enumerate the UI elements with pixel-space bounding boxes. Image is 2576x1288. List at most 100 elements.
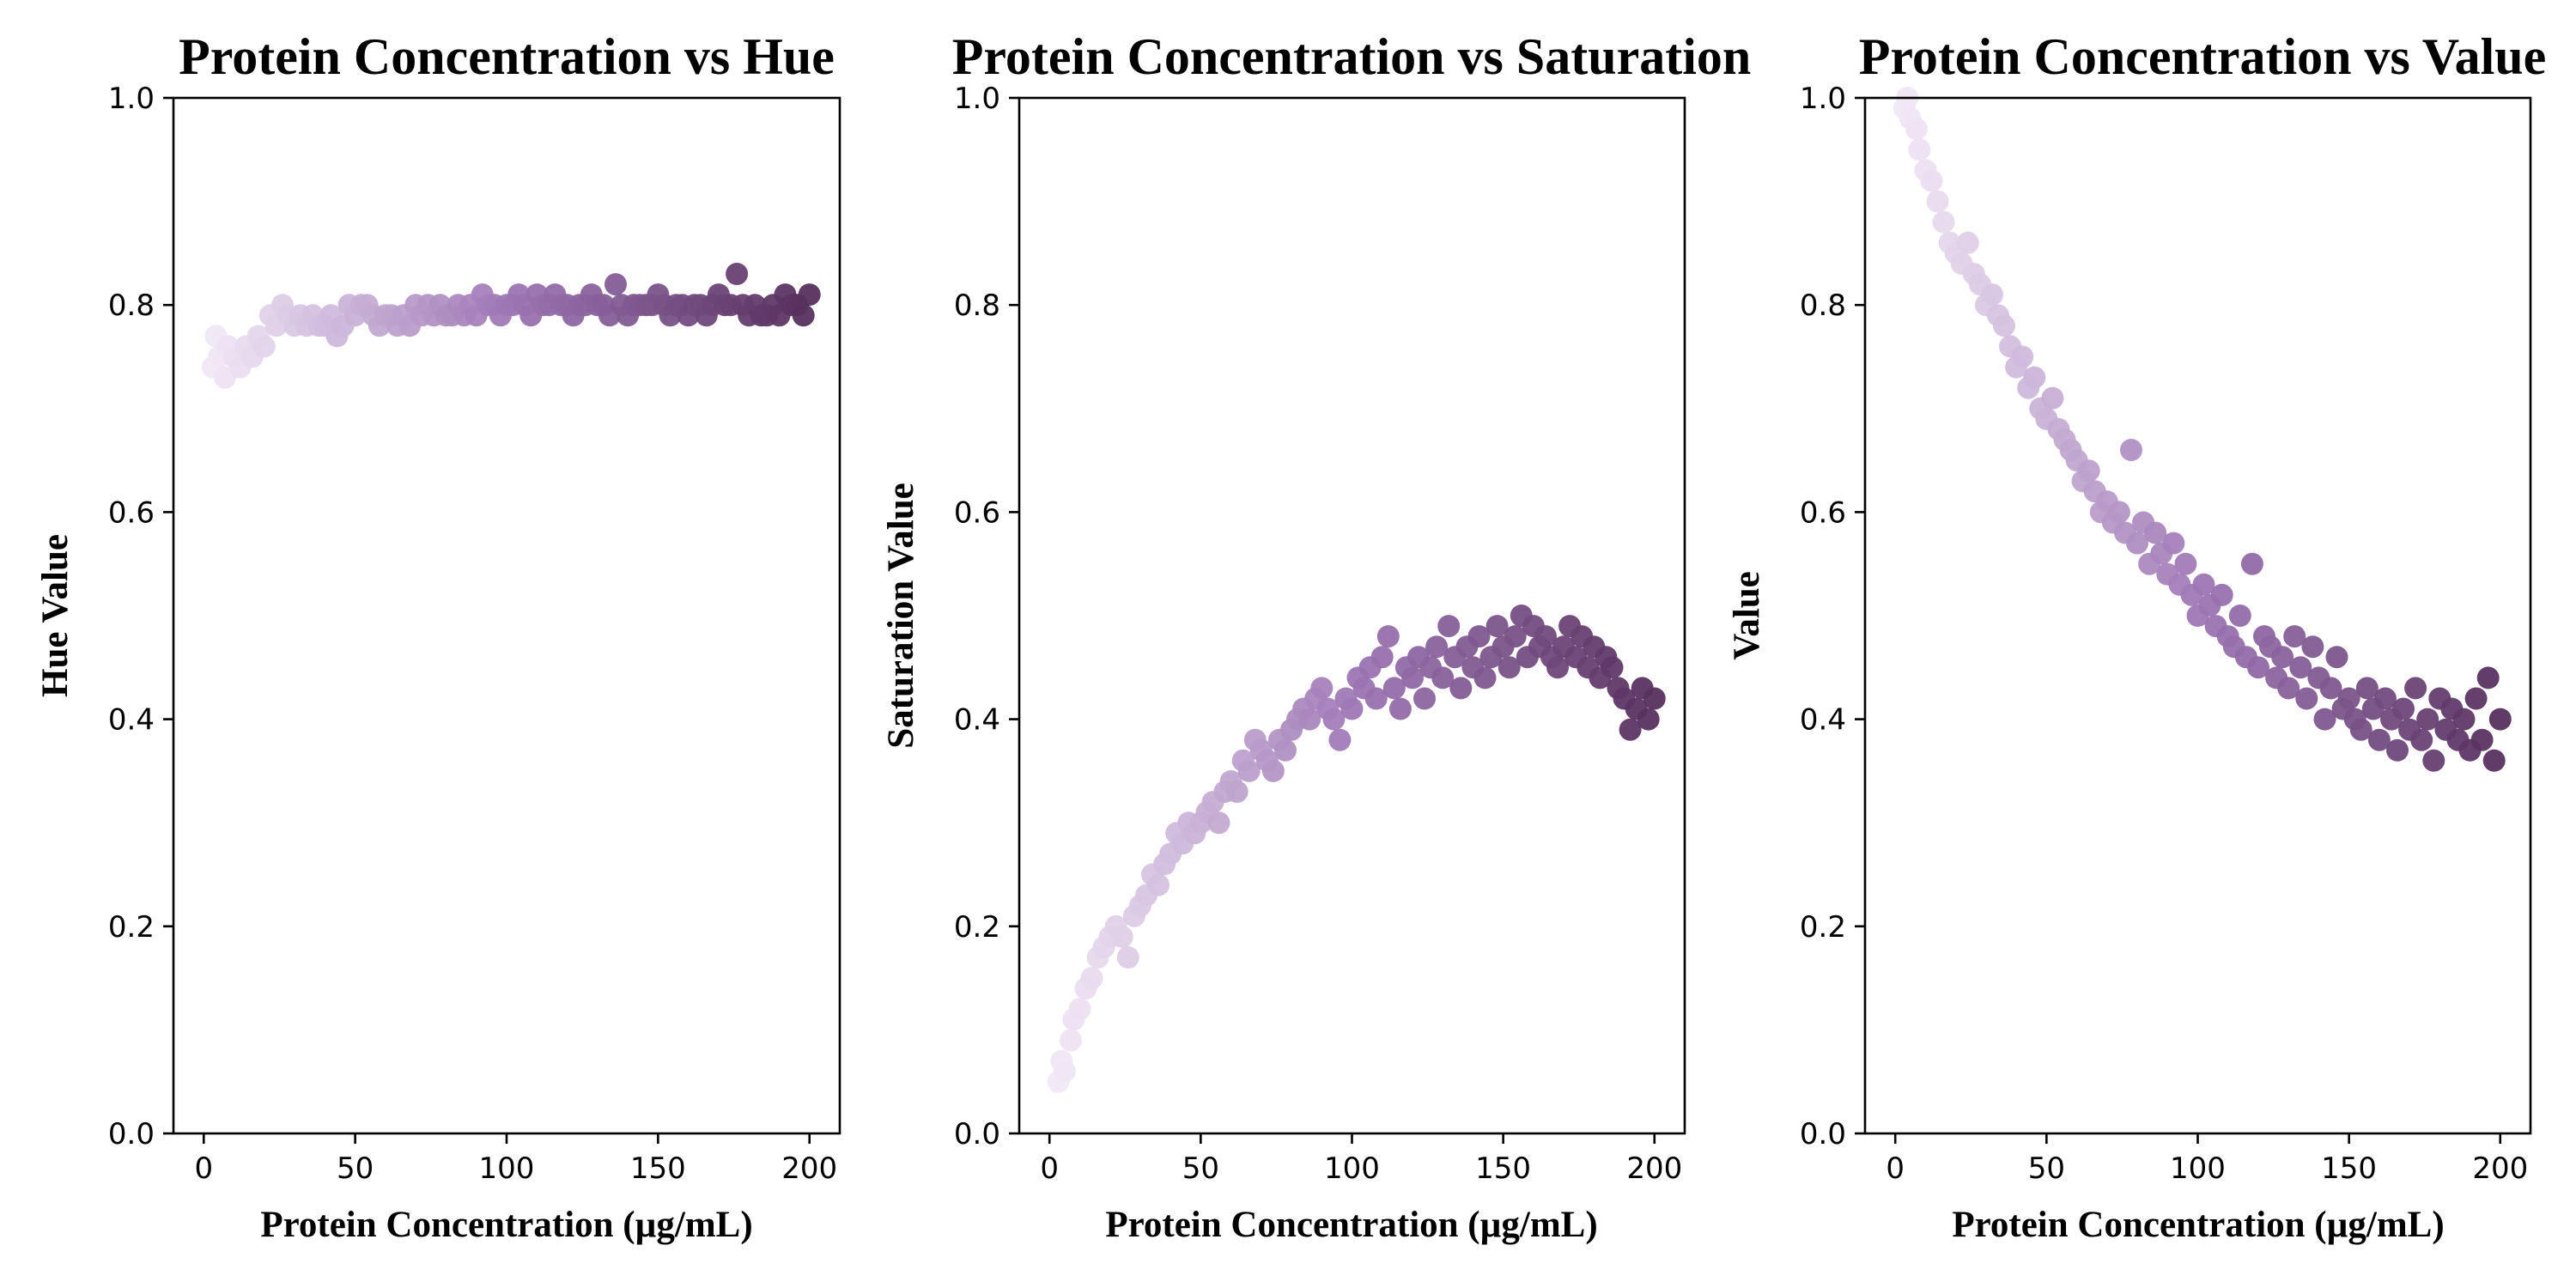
y-tick-label-saturation-3: 0.6: [954, 495, 1000, 530]
y-tick-label-saturation-0: 0.0: [954, 1117, 1000, 1151]
y-axis-label-hue: Hue Value: [35, 534, 76, 697]
data-point-saturation-60: [1401, 666, 1424, 690]
data-point-saturation-39: [1274, 738, 1297, 762]
data-point-value-12: [1956, 231, 1979, 254]
x-tick-label-value-4: 200: [2472, 1151, 2528, 1186]
data-point-value-37: [2107, 501, 2130, 524]
data-point-value-72: [2319, 677, 2342, 700]
data-point-value-39: [2120, 439, 2142, 461]
data-point-saturation-93: [1601, 656, 1624, 679]
data-point-value-48: [2174, 552, 2197, 575]
x-axis-label-hue: Protein Concentration (µg/mL): [260, 1205, 752, 1245]
y-tick-label-hue-5: 1.0: [108, 82, 155, 116]
data-point-value-7: [1926, 190, 1949, 213]
data-point-saturation-57: [1382, 677, 1406, 700]
panel-hue: Protein Concentration vs Hue 0.00.20.40.…: [35, 28, 841, 1245]
x-tick-label-hue-4: 200: [781, 1151, 837, 1186]
data-point-value-78: [2355, 677, 2379, 700]
y-tick-label-saturation-4: 0.8: [954, 289, 1000, 323]
data-point-value-21: [2011, 345, 2034, 368]
data-point-saturation-62: [1413, 687, 1436, 710]
data-point-saturation-18: [1147, 873, 1170, 896]
data-point-value-46: [2162, 532, 2185, 555]
y-axis-label-saturation: Saturation Value: [881, 483, 921, 748]
data-point-value-94: [2452, 708, 2476, 731]
data-point-value-57: [2228, 605, 2251, 627]
data-point-value-54: [2210, 583, 2233, 606]
data-point-saturation-58: [1388, 697, 1412, 720]
data-point-saturation-100: [1643, 687, 1666, 710]
y-tick-label-hue-0: 0.0: [108, 1117, 155, 1151]
data-point-saturation-2: [1053, 1060, 1076, 1083]
y-tick-label-value-5: 1.0: [1800, 82, 1846, 116]
x-tick-label-value-1: 50: [2028, 1151, 2065, 1186]
x-tick-label-hue-2: 100: [479, 1151, 535, 1186]
data-point-value-75: [2337, 687, 2360, 710]
data-point-hue-99: [792, 304, 815, 327]
data-point-saturation-72: [1473, 666, 1497, 690]
data-point-value-96: [2464, 687, 2488, 710]
data-point-saturation-96: [1619, 718, 1642, 741]
y-axis-hue: 0.0 0.2 0.4 0.6 0.8 1.0: [108, 82, 173, 1151]
data-point-value-100: [2488, 708, 2512, 731]
data-point-value-67: [2289, 656, 2312, 679]
data-point-value-8: [1932, 210, 1955, 234]
data-point-value-86: [2404, 677, 2427, 700]
data-point-saturation-7: [1080, 967, 1103, 990]
panel-value: Protein Concentration vs Value 0.0 0.2 0.4…: [1727, 28, 2546, 1245]
y-tick-label-hue-3: 0.6: [108, 495, 155, 530]
x-tick-label-saturation-0: 0: [1040, 1151, 1059, 1186]
x-tick-label-saturation-3: 150: [1475, 1151, 1531, 1186]
data-point-value-77: [2349, 718, 2372, 741]
data-point-value-59: [2240, 552, 2263, 575]
y-axis-label-value: Value: [1727, 571, 1767, 660]
y-tick-label-saturation-1: 0.2: [954, 910, 1000, 945]
data-point-value-43: [2144, 521, 2167, 544]
data-point-hue-10: [252, 335, 276, 358]
data-point-saturation-28: [1207, 811, 1230, 835]
data-point-saturation-47: [1322, 708, 1346, 731]
data-point-saturation-66: [1437, 615, 1461, 638]
chart-title-value: Protein Concentration vs Value: [1859, 28, 2547, 85]
data-point-value-32: [2077, 459, 2100, 483]
data-point-value-84: [2392, 697, 2415, 720]
x-axis-label-value: Protein Concentration (µg/mL): [1952, 1205, 2444, 1245]
data-point-saturation-65: [1431, 666, 1455, 690]
data-point-value-26: [2041, 386, 2064, 410]
data-point-saturation-50: [1340, 697, 1364, 720]
x-tick-label-hue-3: 150: [630, 1151, 686, 1186]
data-point-saturation-56: [1376, 625, 1400, 648]
data-point-value-68: [2295, 687, 2318, 710]
data-point-hue-68: [605, 273, 627, 296]
data-point-saturation-48: [1328, 728, 1352, 751]
data-point-value-40: [2126, 532, 2148, 555]
data-point-saturation-13: [1116, 946, 1139, 969]
data-point-saturation-64: [1425, 635, 1449, 659]
data-point-saturation-55: [1370, 646, 1394, 669]
data-point-saturation-54: [1364, 687, 1388, 710]
data-point-value-69: [2301, 635, 2324, 659]
y-axis-value: 0.0 0.2 0.4 0.6 0.8 1.0: [1800, 82, 1865, 1151]
data-point-saturation-43: [1298, 708, 1321, 731]
y-tick-label-value-2: 0.4: [1800, 703, 1846, 738]
data-point-saturation-45: [1310, 677, 1334, 700]
data-point-value-60: [2247, 656, 2269, 679]
data-point-saturation-3: [1059, 1029, 1082, 1052]
y-tick-label-value-1: 0.2: [1800, 910, 1846, 945]
data-point-value-51: [2192, 573, 2215, 596]
data-point-value-99: [2482, 749, 2506, 772]
data-point-saturation-5: [1068, 998, 1091, 1021]
x-tick-label-hue-1: 50: [337, 1151, 374, 1186]
data-point-value-81: [2373, 687, 2397, 710]
data-point-saturation-84: [1546, 656, 1569, 679]
y-tick-label-hue-1: 0.2: [108, 910, 155, 945]
x-tick-label-hue-0: 0: [194, 1151, 213, 1186]
x-tick-label-value-3: 150: [2321, 1151, 2377, 1186]
x-tick-label-value-0: 0: [1886, 1151, 1905, 1186]
x-axis-hue: 0 50 100 150 200: [194, 1133, 837, 1186]
data-point-value-18: [1993, 314, 2015, 337]
chart-title-saturation: Protein Concentration vs Saturation: [952, 28, 1752, 85]
data-point-value-64: [2271, 646, 2294, 669]
data-point-value-83: [2386, 738, 2409, 762]
